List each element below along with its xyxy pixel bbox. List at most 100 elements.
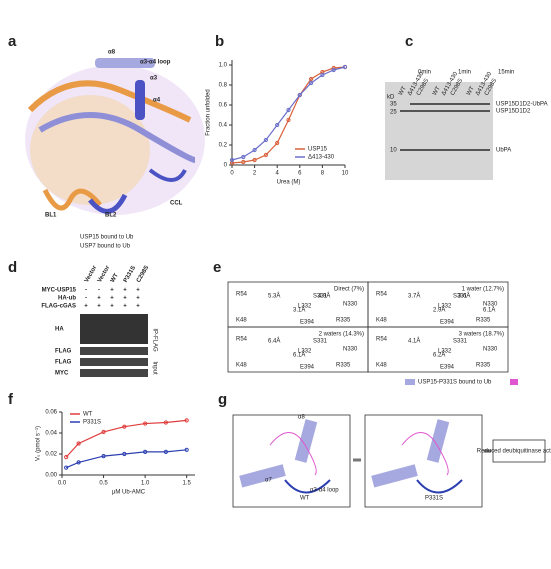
point [286,117,291,123]
label: kD [387,95,395,101]
y-tick-label: 0.06 [45,410,57,416]
legend-label: WT [83,412,93,418]
x-tick-label: 0.0 [58,481,67,487]
label: FLAG [55,349,72,355]
label: R335 [476,363,491,369]
point [184,447,189,452]
label: WT [110,272,120,283]
point [320,72,325,78]
point [64,455,69,460]
x-tick-label: 1.0 [141,481,150,487]
legend-label: USP15 [308,147,328,153]
label: S331 [313,294,328,300]
label: - [98,288,100,294]
label: E394 [300,320,315,326]
point [286,107,291,113]
label: + [110,304,114,310]
label: - [85,288,87,294]
point [229,157,235,163]
series-line [65,419,187,458]
g-boxes [232,414,546,508]
label: UbPA [496,148,511,154]
label: Reduced deubiquitinase activity [477,449,551,455]
label: L332 [438,304,452,310]
label: 6.1Å [293,352,305,359]
label: WT [300,496,310,502]
label: R335 [476,318,491,324]
x-tick-label: 1.5 [183,481,192,487]
label: 4.9Å [318,293,330,300]
label: FLAG-cGAS [41,304,76,310]
label: R335 [336,363,351,369]
label: 3.7Å [408,293,420,300]
label: 3 waters (18.7%) [459,332,504,338]
point [252,147,257,153]
point [101,454,106,459]
label: 2 waters (14.3%) [319,332,364,338]
label: N330 [483,347,498,353]
label: Input [151,361,157,375]
label: USP7 bound to Ub [80,244,131,250]
label: USP15D1D2 [496,109,531,115]
label: 2.9Å [433,307,445,314]
label: 15min [498,70,514,76]
series-line [65,449,187,469]
panel-label: g [218,391,227,408]
label: R335 [336,318,351,324]
label: + [110,288,114,294]
label: 10 [390,148,397,154]
label: WT [398,85,408,96]
point [101,429,106,435]
label: + [123,304,127,310]
label: R54 [236,337,248,343]
point [309,80,314,86]
legend-label: Δ413-430 [308,155,335,161]
label: CCL [170,201,183,207]
label: USP15-P331S bound to Ub [418,380,492,386]
label: 6.2Å [433,352,445,359]
point [184,418,189,423]
label: 1 water (12.7%) [462,287,504,293]
y-tick-label: 0.02 [45,452,57,458]
blot [80,314,148,344]
point [263,137,268,143]
x-axis-label: μM Ub-AMC [112,490,146,496]
x-tick-label: 0.5 [99,481,108,487]
label: P331S [425,496,443,502]
series-line [231,66,346,161]
panel-label: d [8,259,17,276]
panel-label: c [405,33,413,50]
label: 25 [390,110,397,116]
label: α7 [265,478,272,484]
panel-label: a [8,33,17,50]
point [76,441,81,446]
x-axis-label: Urea (M) [277,180,301,186]
label: R54 [376,292,388,298]
label: WT [466,85,476,96]
point [143,449,148,454]
y-tick-label: 0.8 [219,83,228,89]
label: K48 [376,318,387,324]
structure-art [25,58,205,215]
x-tick-label: 10 [342,171,349,177]
point [163,449,169,454]
x-tick-label: 4 [276,171,280,177]
y-tick-label: 1.0 [219,63,228,69]
label: R54 [376,337,388,343]
label: BL2 [105,213,117,219]
label: E394 [440,365,455,371]
label: USP15 bound to Ub [80,235,134,241]
label: R54 [236,292,248,298]
label: 6.4Å [268,338,280,345]
label: BL1 [45,213,57,219]
label: 6.1Å [483,307,495,314]
legend-swatch [405,379,415,385]
label: + [136,288,140,294]
axis [231,60,345,166]
label: 3.6Å [458,293,470,300]
point [275,140,280,146]
label: S331 [453,294,468,300]
label: + [123,296,127,302]
label: α4 [153,98,161,104]
